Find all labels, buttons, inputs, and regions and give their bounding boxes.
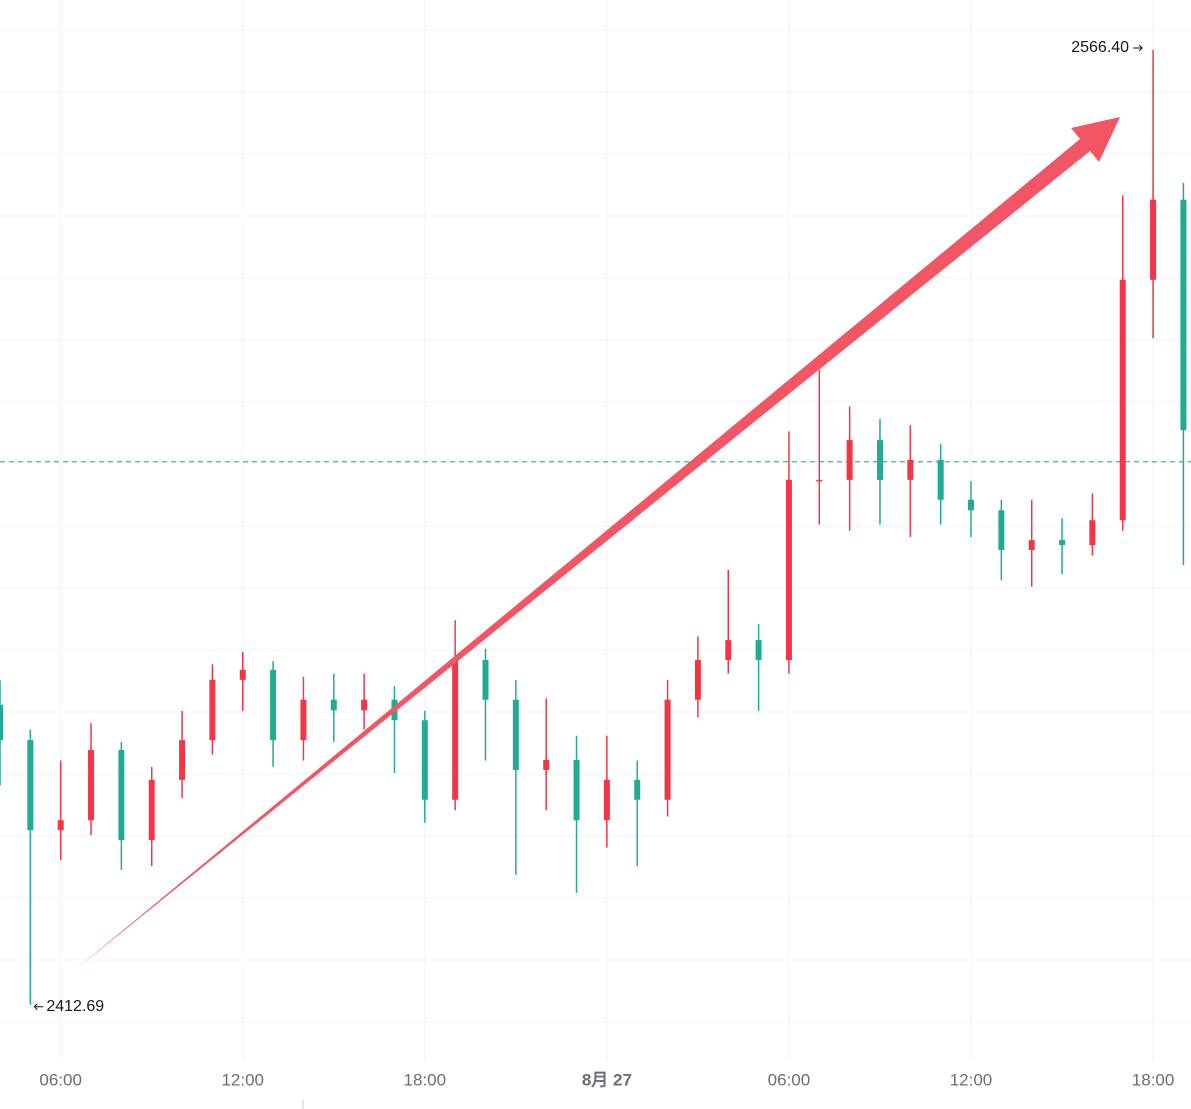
- candle-body: [755, 640, 762, 660]
- candle-body: [1180, 199, 1187, 431]
- candle-body: [270, 669, 277, 741]
- candle-body: [785, 479, 792, 660]
- min-label: 2412.69: [46, 998, 104, 1015]
- candle-body: [1089, 520, 1096, 546]
- candle-body: [1150, 199, 1157, 280]
- min-arrow: [33, 1003, 44, 1011]
- candle-body: [0, 704, 3, 741]
- candle-body: [239, 669, 246, 680]
- candle-body: [998, 510, 1005, 551]
- candle-body: [937, 459, 944, 500]
- candle-body: [1119, 279, 1126, 521]
- candle-body: [482, 659, 489, 700]
- candle-body: [1028, 540, 1035, 551]
- candle-body: [512, 699, 519, 770]
- candle-body: [57, 820, 64, 831]
- candle-body: [543, 759, 550, 770]
- max-label: 2566.40: [1071, 39, 1129, 56]
- x-tick-label: 06:00: [39, 1070, 82, 1089]
- x-tick-label: 18:00: [404, 1070, 447, 1089]
- trend-arrow: [75, 117, 1120, 970]
- candle-body: [664, 699, 671, 800]
- candle-body: [300, 699, 307, 741]
- x-tick-label: 8月 27: [582, 1070, 632, 1089]
- x-tick-label: 06:00: [768, 1070, 811, 1089]
- candle-body: [816, 479, 823, 482]
- candle-body: [118, 750, 125, 841]
- candle-body: [725, 640, 732, 660]
- candle-body: [452, 659, 459, 800]
- candle-body: [1059, 540, 1066, 546]
- candle-body: [330, 699, 337, 711]
- x-tick-label: 12:00: [221, 1070, 264, 1089]
- candle-body: [179, 740, 186, 780]
- x-tick-label: 18:00: [1132, 1070, 1175, 1089]
- candle-body: [634, 779, 641, 800]
- candle-body: [603, 779, 610, 821]
- candle-body: [694, 659, 701, 700]
- candle-body: [907, 459, 914, 480]
- max-arrow: [1133, 44, 1143, 52]
- candle-body: [88, 750, 95, 821]
- candle-body: [573, 759, 580, 821]
- candle-body: [209, 679, 216, 741]
- candle-body: [846, 440, 853, 480]
- candle-body: [876, 440, 883, 480]
- plot: [0, 0, 1191, 1060]
- candle-body: [361, 699, 368, 711]
- x-tick-label: 12:00: [950, 1070, 993, 1089]
- candle-body: [27, 740, 34, 831]
- candle-body: [421, 720, 428, 800]
- candle-body: [148, 779, 155, 841]
- h-grid: [0, 29, 1191, 1023]
- candle-body: [968, 499, 975, 511]
